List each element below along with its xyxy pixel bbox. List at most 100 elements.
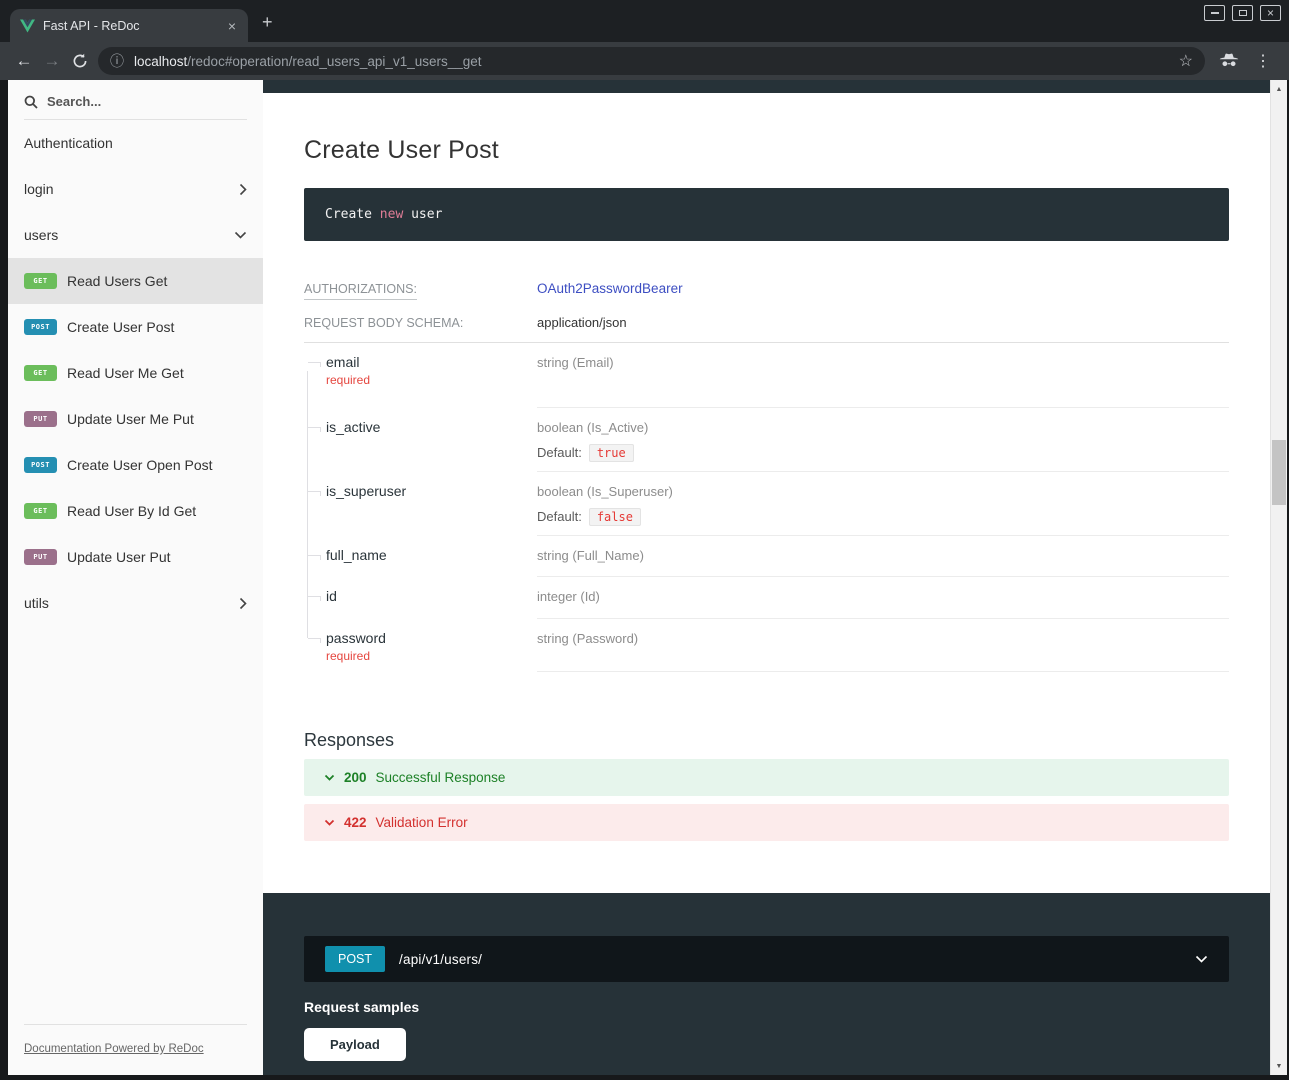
request-samples-title: Request samples <box>304 999 420 1015</box>
sidebar-item-label: Create User Open Post <box>67 457 213 473</box>
minimize-button[interactable] <box>1204 5 1225 21</box>
site-info-icon[interactable]: ⓘ <box>110 53 124 69</box>
main-content: Create User Post Create new user AUTHORI… <box>263 80 1270 1075</box>
sidebar-item-label: Update User Put <box>67 549 171 565</box>
sidebar: Search... Authentication login users GET… <box>8 80 263 1075</box>
required-flag: required <box>326 373 371 387</box>
browser-toolbar: ← → ⓘ localhost/redoc#operation/read_use… <box>0 42 1289 80</box>
search-input[interactable]: Search... <box>8 90 263 119</box>
page-title: Create User Post <box>304 136 499 164</box>
sidebar-item-update-user-put[interactable]: PUT Update User Put <box>8 534 263 580</box>
chevron-right-icon <box>239 183 247 196</box>
sidebar-item-create-user-post[interactable]: POST Create User Post <box>8 304 263 350</box>
response-code: 200 <box>344 770 367 785</box>
sidebar-item-label: Read User By Id Get <box>67 503 197 519</box>
response-label: Successful Response <box>375 770 506 785</box>
sidebar-item-create-user-open-post[interactable]: POST Create User Open Post <box>8 442 263 488</box>
endpoint-dropdown[interactable]: POST /api/v1/users/ <box>304 936 1229 982</box>
sidebar-item-update-user-me-put[interactable]: PUT Update User Me Put <box>8 396 263 442</box>
sidebar-item-utils[interactable]: utils <box>8 580 263 626</box>
chevron-right-icon <box>239 597 247 610</box>
operation-doc: Create User Post Create new user AUTHORI… <box>263 93 1270 893</box>
schema-row-full-name: full_name string (Full_Name) <box>304 536 1229 577</box>
window-controls: × <box>1204 5 1281 21</box>
chevron-down-icon <box>324 774 335 781</box>
field-name: is_active <box>326 419 381 435</box>
sidebar-item-label: utils <box>24 595 49 611</box>
field-name: password <box>326 630 386 646</box>
response-200[interactable]: 200 Successful Response <box>304 759 1229 796</box>
browser-tab[interactable]: Fast API - ReDoc × <box>10 9 248 42</box>
content-type-value: application/json <box>537 315 627 330</box>
field-type: boolean (Is_Active) <box>537 420 649 435</box>
chevron-down-icon <box>234 231 247 239</box>
schema-row-password: password required string (Password) <box>304 619 1229 672</box>
forward-button[interactable]: → <box>43 51 61 70</box>
sidebar-item-label: Read User Me Get <box>67 365 184 381</box>
scroll-down-arrow-icon[interactable]: ▼ <box>1275 1062 1283 1070</box>
maximize-button[interactable] <box>1232 5 1253 21</box>
description-text: user <box>403 207 443 222</box>
chevron-down-icon <box>1195 955 1208 963</box>
oauth2-link[interactable]: OAuth2PasswordBearer <box>537 281 683 296</box>
response-code: 422 <box>344 815 367 830</box>
sidebar-item-label: login <box>24 181 54 197</box>
description-text: Create <box>325 207 380 222</box>
menu-dots-icon[interactable]: ⋮ <box>1255 53 1271 70</box>
field-type: integer (Id) <box>537 589 600 604</box>
tab-title: Fast API - ReDoc <box>43 18 140 33</box>
response-label: Validation Error <box>375 815 468 830</box>
tab-close-icon[interactable]: × <box>227 17 236 34</box>
post-verb-badge: POST <box>325 946 386 972</box>
default-label: Default: <box>537 445 582 460</box>
field-name: is_superuser <box>326 483 407 499</box>
field-name: email <box>326 354 360 370</box>
field-name: full_name <box>326 547 387 563</box>
new-tab-button[interactable]: + <box>262 12 273 32</box>
back-button[interactable]: ← <box>15 51 33 70</box>
page-scrollbar[interactable]: ▲ ▼ <box>1270 80 1287 1075</box>
schema-row-is-superuser: is_superuser boolean (Is_Superuser) Defa… <box>304 472 1229 536</box>
default-value: false <box>588 508 641 526</box>
url-bar[interactable]: ⓘ localhost/redoc#operation/read_users_a… <box>98 47 1205 75</box>
sidebar-item-users[interactable]: users <box>8 212 263 258</box>
schema-row-id: id integer (Id) <box>304 577 1229 619</box>
redoc-page: Search... Authentication login users GET… <box>8 80 1287 1075</box>
payload-tab[interactable]: Payload <box>304 1028 406 1061</box>
scroll-up-arrow-icon[interactable]: ▲ <box>1275 85 1283 93</box>
window-close-button[interactable]: × <box>1260 5 1281 21</box>
powered-by-redoc-link[interactable]: Documentation Powered by ReDoc <box>24 1043 204 1055</box>
post-method-badge: POST <box>24 457 57 473</box>
sidebar-item-read-users-get[interactable]: GET Read Users Get <box>8 258 263 304</box>
sidebar-item-authentication[interactable]: Authentication <box>8 120 263 166</box>
post-method-badge: POST <box>24 319 57 335</box>
sidebar-item-read-user-by-id-get[interactable]: GET Read User By Id Get <box>8 488 263 534</box>
sidebar-item-label: Update User Me Put <box>67 411 194 427</box>
sidebar-item-label: users <box>24 227 59 243</box>
vue-favicon-icon <box>20 19 35 33</box>
default-label: Default: <box>537 509 582 524</box>
default-value: true <box>588 444 634 462</box>
field-type: string (Full_Name) <box>537 548 644 563</box>
sidebar-item-label: Create User Post <box>67 319 175 335</box>
search-placeholder: Search... <box>47 94 102 109</box>
authorizations-label: AUTHORIZATIONS: <box>304 282 537 300</box>
url-host: localhost <box>134 53 188 69</box>
response-422[interactable]: 422 Validation Error <box>304 804 1229 841</box>
reload-button[interactable] <box>66 53 94 69</box>
chevron-down-icon <box>324 819 335 826</box>
bookmark-star-icon[interactable]: ☆ <box>1178 53 1193 70</box>
responses-title: Responses <box>304 730 395 750</box>
get-method-badge: GET <box>24 503 57 519</box>
sidebar-item-login[interactable]: login <box>8 166 263 212</box>
sidebar-item-read-user-me-get[interactable]: GET Read User Me Get <box>8 350 263 396</box>
scrollbar-thumb[interactable] <box>1272 440 1286 505</box>
previous-panel-edge <box>263 80 1270 93</box>
url-path: /redoc#operation/read_users_api_v1_users… <box>187 53 482 69</box>
field-type: boolean (Is_Superuser) <box>537 484 673 499</box>
sidebar-item-label: Authentication <box>24 135 113 151</box>
divider <box>24 1024 247 1025</box>
schema-table: email required string (Email) is_active … <box>304 342 1229 672</box>
sidebar-menu: Authentication login users GET Read User… <box>8 120 263 1024</box>
browser-titlebar: Fast API - ReDoc × + × <box>0 0 1289 42</box>
